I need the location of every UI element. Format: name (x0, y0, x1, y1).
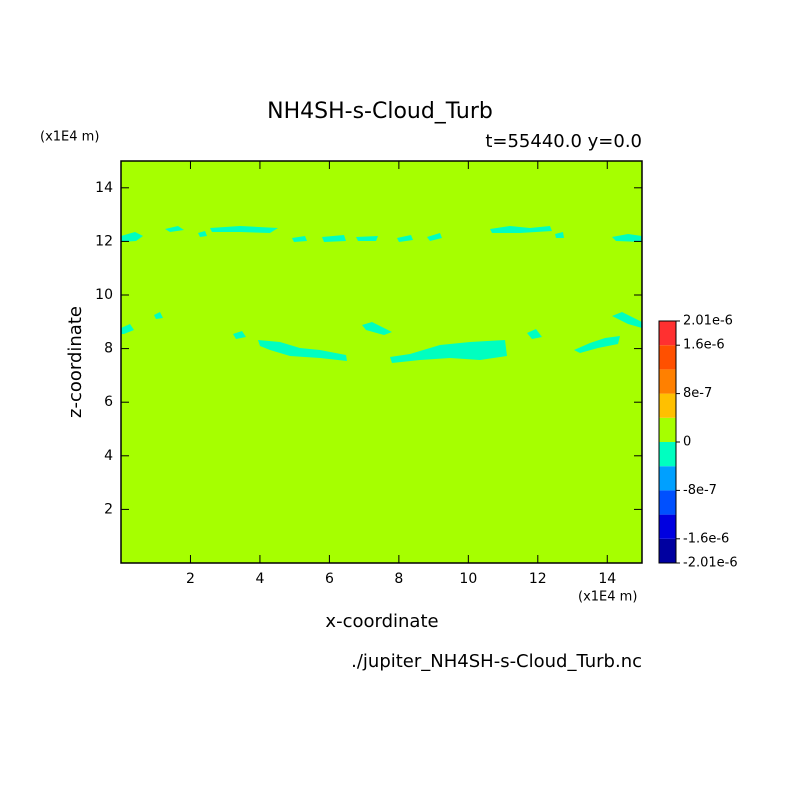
colorbar-tick-label: -2.01e-6 (683, 556, 738, 571)
colorbar-tick-label: 0 (683, 435, 691, 450)
colorbar-band (659, 345, 676, 370)
colorbar-band (659, 393, 676, 418)
plot-area (121, 161, 642, 563)
x-tick-label: 8 (394, 571, 403, 587)
colorbar-band (659, 490, 676, 515)
x-tick-label: 6 (325, 571, 334, 587)
colorbar-band (659, 442, 676, 467)
x-tick-label: 14 (598, 571, 616, 587)
x-tick-label: 2 (186, 571, 195, 587)
contour-regions (121, 226, 642, 363)
colorbar-tick-label: 8e-7 (683, 386, 712, 401)
y-tick-label: 4 (104, 448, 113, 464)
colorbar-tick-label: 1.6e-6 (683, 338, 725, 353)
y-axis-label: z-coordinate (65, 306, 86, 418)
colorbar-tick-label: -1.6e-6 (683, 531, 729, 546)
y-tick-label: 12 (95, 233, 113, 249)
x-tick-label: 10 (459, 571, 477, 587)
x-unit: (x1E4 m) (578, 590, 637, 605)
y-unit: (x1E4 m) (40, 130, 99, 145)
colorbar-band (659, 369, 676, 394)
y-tick-label: 10 (95, 287, 113, 303)
colorbar-band (659, 514, 676, 539)
x-axis-label: x-coordinate (325, 611, 438, 632)
y-tick-label: 14 (95, 180, 113, 196)
colorbar-band (659, 466, 676, 491)
chart-title: NH4SH-s-Cloud_Turb (267, 99, 493, 124)
colorbar-tick-label: 2.01e-6 (683, 314, 733, 329)
colorbar-band (659, 417, 676, 442)
y-tick-label: 8 (104, 341, 113, 357)
plot-frame (120, 160, 643, 564)
source-file: ./jupiter_NH4SH-s-Cloud_Turb.nc (351, 651, 642, 672)
y-tick-label: 2 (104, 501, 113, 517)
x-tick-label: 4 (255, 571, 264, 587)
colorbar-band (659, 538, 676, 563)
y-tick-label: 6 (104, 394, 113, 410)
chart-subtitle: t=55440.0 y=0.0 (485, 131, 642, 152)
x-tick-label: 12 (529, 571, 547, 587)
colorbar-band (659, 321, 676, 346)
colorbar-tick-label: -8e-7 (683, 483, 717, 498)
